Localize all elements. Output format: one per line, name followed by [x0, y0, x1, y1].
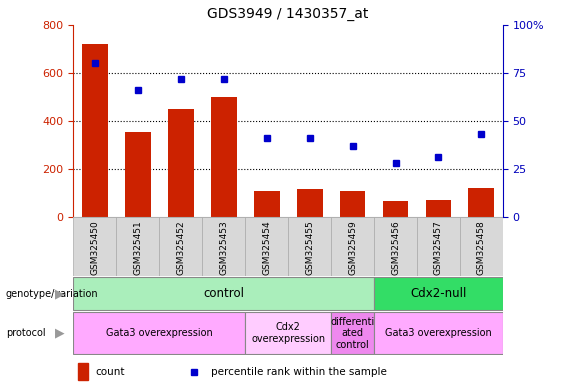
FancyBboxPatch shape [73, 277, 374, 310]
FancyBboxPatch shape [374, 217, 417, 276]
Text: GSM325451: GSM325451 [133, 220, 142, 275]
FancyBboxPatch shape [245, 217, 288, 276]
FancyBboxPatch shape [331, 312, 374, 354]
FancyBboxPatch shape [374, 277, 503, 310]
FancyBboxPatch shape [460, 217, 503, 276]
Text: GSM325457: GSM325457 [434, 220, 443, 275]
FancyBboxPatch shape [202, 217, 245, 276]
Bar [82, 44, 108, 217]
Bar [168, 109, 194, 217]
Bar [340, 190, 366, 217]
Text: ▶: ▶ [55, 327, 65, 339]
Text: GSM325459: GSM325459 [348, 220, 357, 275]
FancyBboxPatch shape [73, 312, 245, 354]
Text: differenti
ated
control: differenti ated control [331, 316, 375, 350]
FancyBboxPatch shape [73, 217, 116, 276]
Text: genotype/variation: genotype/variation [6, 289, 98, 299]
Text: count: count [95, 366, 124, 377]
Text: GSM325454: GSM325454 [262, 220, 271, 275]
Bar [211, 97, 237, 217]
Text: GSM325453: GSM325453 [219, 220, 228, 275]
Text: ▶: ▶ [55, 287, 65, 300]
Text: Cdx2
overexpression: Cdx2 overexpression [251, 322, 325, 344]
Text: GSM325455: GSM325455 [305, 220, 314, 275]
FancyBboxPatch shape [159, 217, 202, 276]
FancyBboxPatch shape [417, 217, 460, 276]
Bar [125, 132, 151, 217]
Text: GSM325458: GSM325458 [477, 220, 486, 275]
Text: Gata3 overexpression: Gata3 overexpression [385, 328, 492, 338]
Text: GSM325450: GSM325450 [90, 220, 99, 275]
Bar [468, 188, 494, 217]
FancyBboxPatch shape [331, 217, 374, 276]
FancyBboxPatch shape [116, 217, 159, 276]
Title: GDS3949 / 1430357_at: GDS3949 / 1430357_at [207, 7, 369, 21]
FancyBboxPatch shape [288, 217, 331, 276]
Text: protocol: protocol [6, 328, 45, 338]
Text: Gata3 overexpression: Gata3 overexpression [106, 328, 212, 338]
Text: control: control [203, 287, 244, 300]
Text: GSM325456: GSM325456 [391, 220, 400, 275]
Text: Cdx2-null: Cdx2-null [410, 287, 467, 300]
Bar [254, 190, 280, 217]
Text: percentile rank within the sample: percentile rank within the sample [211, 366, 386, 377]
FancyBboxPatch shape [245, 312, 331, 354]
FancyBboxPatch shape [374, 312, 503, 354]
Bar [78, 363, 89, 380]
Bar [297, 189, 323, 217]
Text: GSM325452: GSM325452 [176, 220, 185, 275]
Bar [425, 200, 451, 217]
Bar [383, 201, 408, 217]
